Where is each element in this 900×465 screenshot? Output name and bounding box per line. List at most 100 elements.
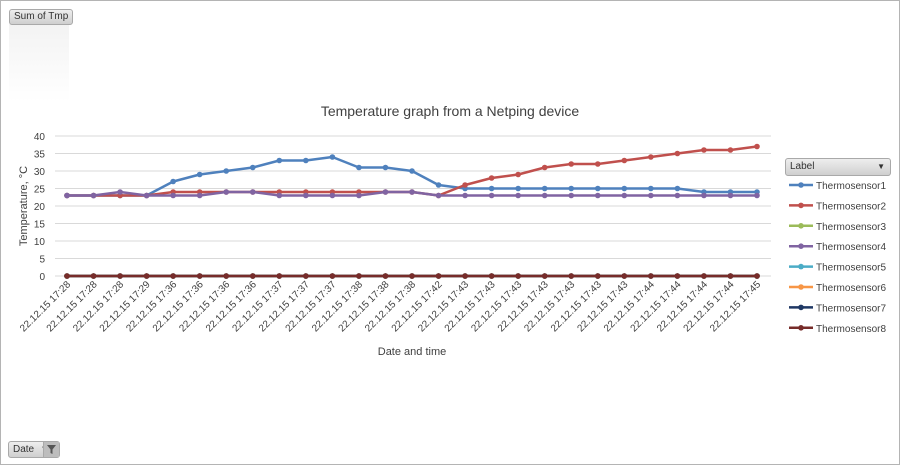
data-point — [409, 168, 415, 174]
data-point — [435, 192, 442, 199]
legend-swatch-marker — [798, 284, 804, 290]
y-axis-label: Temperature, °C — [18, 166, 30, 246]
data-point — [435, 182, 442, 188]
data-point — [648, 185, 654, 192]
data-point — [621, 157, 628, 164]
legend-label: Thermosensor6 — [816, 283, 886, 294]
data-point — [117, 189, 123, 195]
data-point — [409, 189, 415, 195]
date-field-button[interactable]: Date ▼ — [8, 441, 60, 458]
data-point — [356, 273, 362, 279]
y-tick-label: 15 — [34, 220, 46, 231]
legend-swatch-marker — [798, 263, 804, 270]
y-tick-label: 5 — [39, 255, 45, 266]
data-point — [568, 273, 575, 279]
data-point — [90, 192, 97, 199]
data-point — [541, 273, 548, 279]
data-point — [701, 147, 707, 153]
data-point — [594, 192, 601, 199]
data-point — [621, 192, 628, 199]
data-point — [488, 185, 495, 192]
data-point — [515, 171, 521, 178]
data-point — [515, 273, 521, 279]
data-point — [701, 273, 707, 279]
data-point — [276, 157, 283, 164]
data-point — [170, 192, 176, 199]
data-point — [674, 150, 681, 157]
legend-swatch-marker — [798, 243, 804, 249]
data-point — [143, 273, 150, 279]
legend-swatch-marker — [798, 223, 804, 229]
y-tick-label: 10 — [34, 237, 46, 248]
data-point — [648, 154, 654, 160]
legend-swatch-marker — [798, 325, 804, 331]
data-point — [515, 192, 521, 199]
label-field-label: Label — [790, 161, 815, 172]
data-point — [223, 273, 230, 279]
data-point — [196, 171, 203, 178]
data-point — [303, 157, 309, 164]
gridlines — [55, 135, 771, 277]
data-point — [488, 192, 495, 199]
legend-item: Thermosensor5 — [789, 263, 886, 274]
data-point — [382, 164, 389, 171]
data-point — [356, 164, 362, 171]
label-field-button[interactable]: Label ▼ — [785, 158, 891, 176]
filter-icon[interactable] — [43, 442, 59, 457]
data-point — [249, 189, 256, 195]
data-point — [409, 273, 415, 279]
legend-item: Thermosensor1 — [789, 181, 886, 192]
data-point — [594, 273, 601, 279]
data-point — [621, 273, 628, 279]
data-point — [462, 192, 468, 199]
data-point — [568, 185, 575, 192]
series-lines — [64, 143, 760, 279]
data-point — [435, 273, 442, 279]
data-point — [329, 192, 336, 199]
legend-item: Thermosensor6 — [789, 283, 886, 294]
data-point — [90, 273, 97, 279]
series-Thermosensor1 — [64, 154, 760, 199]
pivot-values-area — [9, 24, 69, 102]
data-point — [568, 192, 575, 199]
data-point — [170, 178, 176, 185]
y-tick-label: 30 — [34, 167, 46, 178]
data-point — [568, 161, 575, 167]
data-point — [329, 154, 336, 160]
legend-item: Thermosensor8 — [789, 324, 886, 335]
data-point — [462, 182, 468, 188]
y-tick-label: 35 — [34, 150, 46, 161]
data-point — [727, 147, 734, 153]
data-point — [382, 189, 389, 195]
data-point — [674, 192, 681, 199]
sum-of-tmp-field-button[interactable]: Sum of Tmp — [9, 9, 74, 25]
y-tick-label: 0 — [39, 272, 45, 283]
data-point — [541, 164, 548, 171]
legend-label: Thermosensor4 — [816, 242, 886, 253]
data-point — [196, 273, 203, 279]
legend-swatch-marker — [798, 304, 804, 311]
data-point — [754, 143, 760, 150]
legend-label: Thermosensor7 — [816, 303, 886, 314]
data-point — [117, 273, 123, 279]
legend-label: Thermosensor8 — [816, 324, 886, 335]
data-point — [276, 192, 283, 199]
data-point — [249, 273, 256, 279]
data-point — [541, 192, 548, 199]
data-point — [674, 185, 681, 192]
data-point — [541, 185, 548, 192]
legend-item: Thermosensor2 — [789, 201, 886, 212]
data-point — [462, 273, 468, 279]
data-point — [329, 273, 336, 279]
series-Thermosensor8 — [64, 273, 760, 279]
data-point — [382, 273, 389, 279]
data-point — [223, 168, 230, 174]
legend: Thermosensor1 Thermosensor2 Thermosensor3 T… — [789, 181, 886, 335]
legend-label: Thermosensor3 — [816, 222, 886, 233]
data-point — [356, 192, 362, 199]
data-point — [621, 185, 628, 192]
data-point — [648, 273, 654, 279]
data-point — [64, 192, 70, 199]
